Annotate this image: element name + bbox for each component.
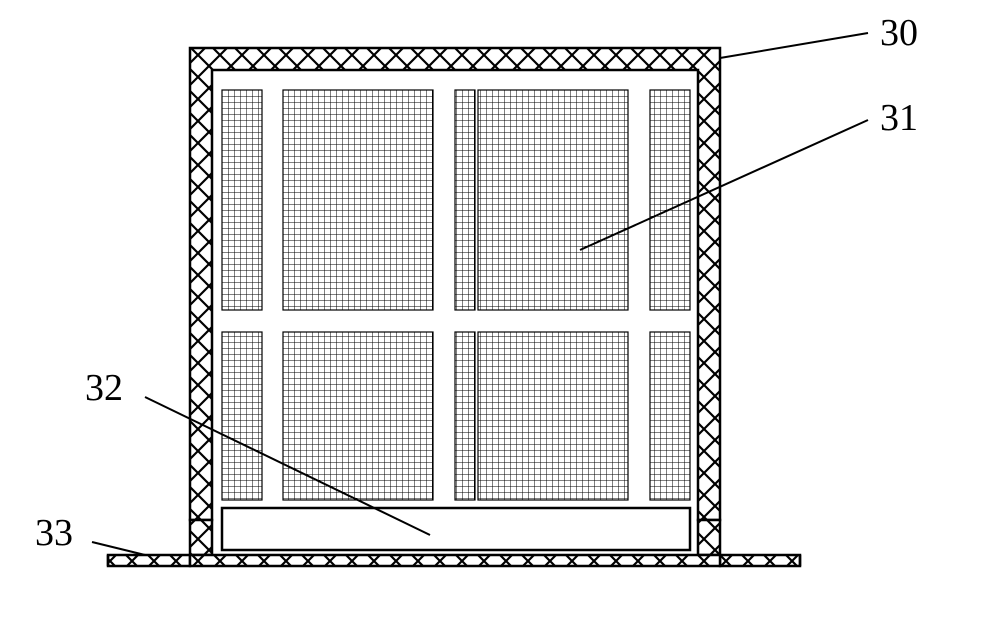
flange-left-foot <box>108 555 190 566</box>
fill-block <box>222 332 262 500</box>
flange-bottom-strip <box>190 555 720 566</box>
fill-blocks-group <box>222 90 690 500</box>
callout-label: 32 <box>85 367 123 409</box>
callout-label: 31 <box>880 97 918 139</box>
fill-block <box>650 332 690 500</box>
fill-block <box>478 332 628 500</box>
fill-block <box>478 90 628 310</box>
housing-right-shoulder <box>698 520 720 555</box>
fill-block <box>222 90 262 310</box>
callout-label: 33 <box>35 512 73 554</box>
callout-label: 30 <box>880 12 918 54</box>
fill-block <box>455 332 475 500</box>
housing-left-shoulder <box>190 520 212 555</box>
fill-block <box>283 90 433 310</box>
base-plate <box>222 508 690 550</box>
flange-right-foot <box>720 555 800 566</box>
fill-block <box>455 90 475 310</box>
callout-leader <box>92 542 145 555</box>
callout-leader <box>720 33 868 58</box>
fill-block <box>650 90 690 310</box>
